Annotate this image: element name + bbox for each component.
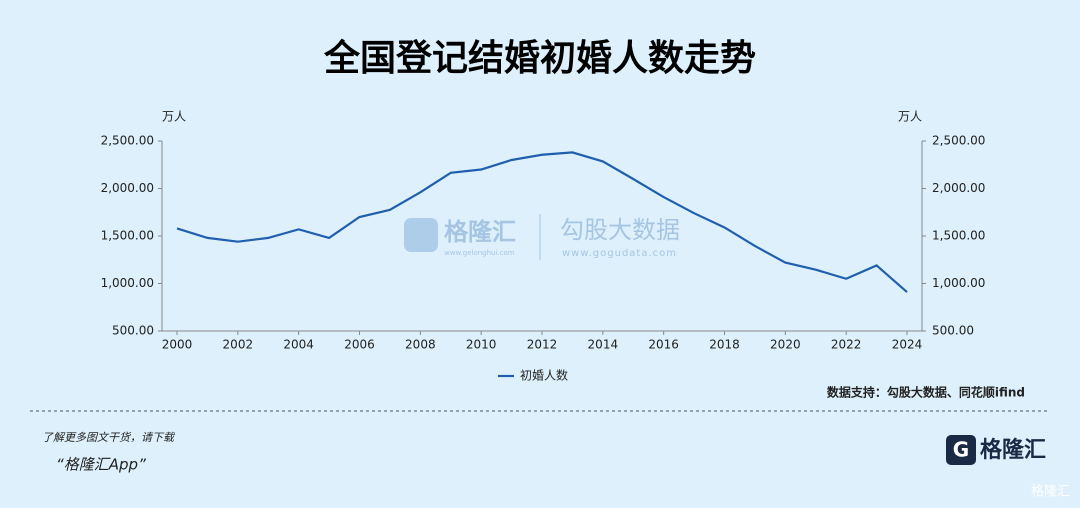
y-unit: 万人 xyxy=(162,110,186,124)
y2-tick-label: 2,000.00 xyxy=(932,181,985,195)
x-tick-label: 2016 xyxy=(648,338,679,352)
watermark-partner-url: www.gogudata.com xyxy=(562,248,677,259)
x-tick-label: 2020 xyxy=(770,338,801,352)
data-line xyxy=(176,151,908,293)
x-tick-label: 2012 xyxy=(527,338,558,352)
x-tick-label: 2008 xyxy=(405,338,436,352)
legend-label: 初婚人数 xyxy=(520,368,568,383)
source: 数据支持：勾股大数据、同花顺ifind xyxy=(827,385,1025,400)
x-tick-label: 2014 xyxy=(588,338,619,352)
logo-icon-glyph: G xyxy=(953,438,969,462)
x-tick-label: 2002 xyxy=(223,338,254,352)
y2-tick-label: 500.00 xyxy=(932,324,974,338)
x-tick-label: 2006 xyxy=(344,338,375,352)
y-tick-label: 2,000.00 xyxy=(101,181,154,195)
x-tick-label: 2010 xyxy=(466,338,497,352)
watermark: 格隆汇 www.gelonghui.com 勾股大数据 www.gogudata… xyxy=(404,214,680,260)
y2-tick-label: 1,000.00 xyxy=(932,276,985,290)
y2-tick-label: 2,500.00 xyxy=(932,134,985,148)
logo-text: 格隆汇 xyxy=(980,437,1046,463)
y-tick-label: 500.00 xyxy=(112,324,154,338)
watermark-brand: 格隆汇 xyxy=(444,218,516,246)
watermark-icon xyxy=(404,218,438,252)
y-tick-label: 1,500.00 xyxy=(101,229,154,243)
x-tick-label: 2004 xyxy=(283,338,314,352)
watermark-brand-url: www.gelonghui.com xyxy=(444,249,515,257)
x-tick-label: 2000 xyxy=(162,338,193,352)
y2-tick-label: 1,500.00 xyxy=(932,229,985,243)
y-tick-label: 1,000.00 xyxy=(101,276,154,290)
chart-title: 全国登记结婚初婚人数走势 xyxy=(323,37,756,79)
footer-app: “格隆汇App” xyxy=(56,456,146,474)
y2-unit: 万人 xyxy=(898,110,922,124)
watermark-partner: 勾股大数据 xyxy=(560,216,680,244)
x-tick-label: 2024 xyxy=(892,338,923,352)
footer-note: 了解更多图文干货，请下载 xyxy=(42,431,176,444)
y-tick-label: 2,500.00 xyxy=(101,134,154,148)
x-tick-label: 2018 xyxy=(709,338,740,352)
corner-watermark: 格隆汇 xyxy=(1031,484,1070,500)
logo-icon xyxy=(946,435,976,465)
x-tick-label: 2022 xyxy=(831,338,862,352)
